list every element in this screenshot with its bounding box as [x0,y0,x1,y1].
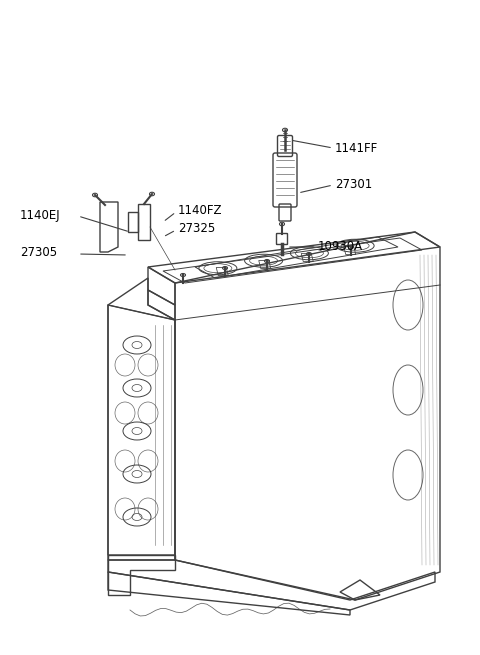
Text: 1140FZ: 1140FZ [178,204,223,217]
Text: 27305: 27305 [20,246,57,259]
Text: 27325: 27325 [178,221,215,234]
Text: 10930A: 10930A [318,240,363,253]
Text: 27301: 27301 [335,179,372,191]
Text: 1141FF: 1141FF [335,141,378,155]
Text: 1140EJ: 1140EJ [20,208,60,221]
